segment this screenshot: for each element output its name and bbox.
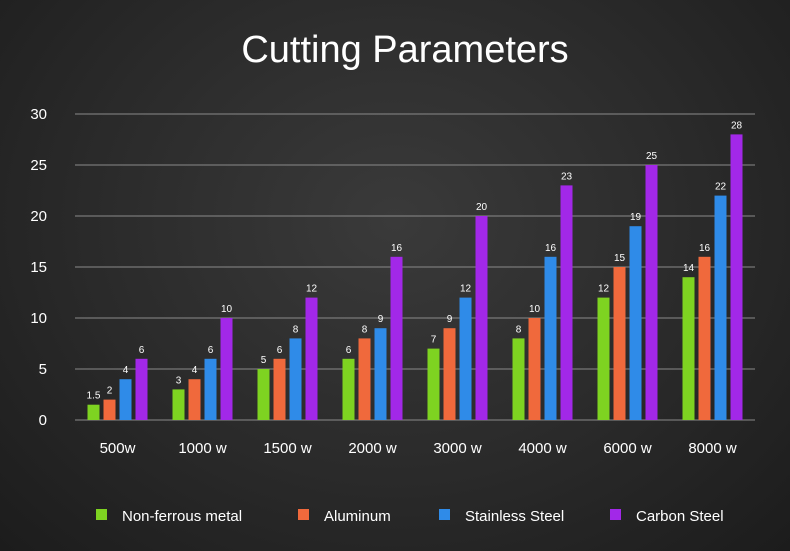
data-label: 8 [362,324,368,335]
bar [730,134,743,420]
bar [87,404,100,420]
legend-label: Non-ferrous metal [122,508,242,525]
data-label: 6 [208,345,214,356]
data-label: 16 [391,243,403,254]
y-tick-label: 30 [30,106,47,123]
x-tick-label: 1000 w [178,440,227,457]
data-label: 28 [731,120,743,131]
data-label: 10 [529,304,541,315]
bar [342,358,355,420]
x-tick-label: 1500 w [263,440,312,457]
legend: Non-ferrous metal Aluminum Stainless Steel… [96,508,724,525]
data-label: 16 [699,243,711,254]
bar [560,185,573,420]
bar [528,318,541,420]
data-label: 8 [516,324,522,335]
bar [374,328,387,420]
grid-lines [75,113,755,421]
bar [597,297,610,420]
data-label: 12 [460,284,472,295]
data-label: 15 [614,253,626,264]
data-label: 4 [192,365,198,376]
data-label: 9 [378,314,384,325]
data-label: 19 [630,212,642,223]
data-label: 3 [176,375,182,386]
y-tick-label: 15 [30,259,47,276]
x-tick-label: 3000 w [433,440,482,457]
data-label: 25 [646,151,658,162]
bar [629,226,642,420]
bar [427,348,440,420]
bar [188,379,201,420]
bar [512,338,525,420]
bar [390,256,403,420]
data-label: 10 [221,304,233,315]
bar [475,216,488,420]
x-tick-label: 4000 w [518,440,567,457]
data-label: 7 [431,335,437,346]
bar [204,358,217,420]
data-label: 16 [545,243,557,254]
bar [289,338,302,420]
bar [103,399,116,420]
data-label: 1.5 [87,391,101,402]
data-label: 9 [447,314,453,325]
bar [273,358,286,420]
data-label: 4 [123,365,129,376]
data-label: 6 [139,345,145,356]
legend-swatch [298,509,309,520]
data-label: 12 [598,284,610,295]
bar [645,165,658,420]
bar [305,297,318,420]
data-label: 8 [293,324,299,335]
bar [613,267,626,420]
bar [714,195,727,420]
y-tick-label: 0 [39,412,47,429]
bar [172,389,185,420]
chart-title: Cutting Parameters [241,29,568,71]
legend-label: Stainless Steel [465,508,564,525]
x-tick-label: 8000 w [688,440,737,457]
bar [119,379,132,420]
y-tick-label: 25 [30,157,47,174]
y-axis: 0 5 10 15 20 25 30 [30,106,47,429]
x-tick-label: 2000 w [348,440,397,457]
data-label: 6 [277,345,283,356]
bar [544,256,557,420]
bar [135,358,148,420]
x-axis: 500w 1000 w 1500 w 2000 w 3000 w 4000 w 6000 w… [100,440,737,457]
y-tick-label: 5 [39,361,47,378]
bar [358,338,371,420]
data-label: 23 [561,171,573,182]
data-label: 22 [715,182,727,193]
x-tick-label: 500w [100,440,136,457]
bar [698,256,711,420]
legend-swatch [96,509,107,520]
data-label: 2 [107,386,113,397]
y-tick-label: 10 [30,310,47,327]
data-label: 6 [346,345,352,356]
data-label: 5 [261,355,267,366]
bar [459,297,472,420]
bar [257,369,270,420]
data-label: 14 [683,263,695,274]
data-label: 20 [476,202,488,213]
legend-swatch [610,509,621,520]
data-labels: 1.5 2463461056812689167912208101623121519… [87,120,743,401]
y-tick-label: 20 [30,208,47,225]
bar [443,328,456,420]
bar [220,318,233,420]
bars [87,134,743,420]
legend-label: Carbon Steel [636,508,724,525]
legend-label: Aluminum [324,508,391,525]
data-label: 12 [306,284,318,295]
legend-swatch [439,509,450,520]
bar [682,277,695,420]
x-tick-label: 6000 w [603,440,652,457]
